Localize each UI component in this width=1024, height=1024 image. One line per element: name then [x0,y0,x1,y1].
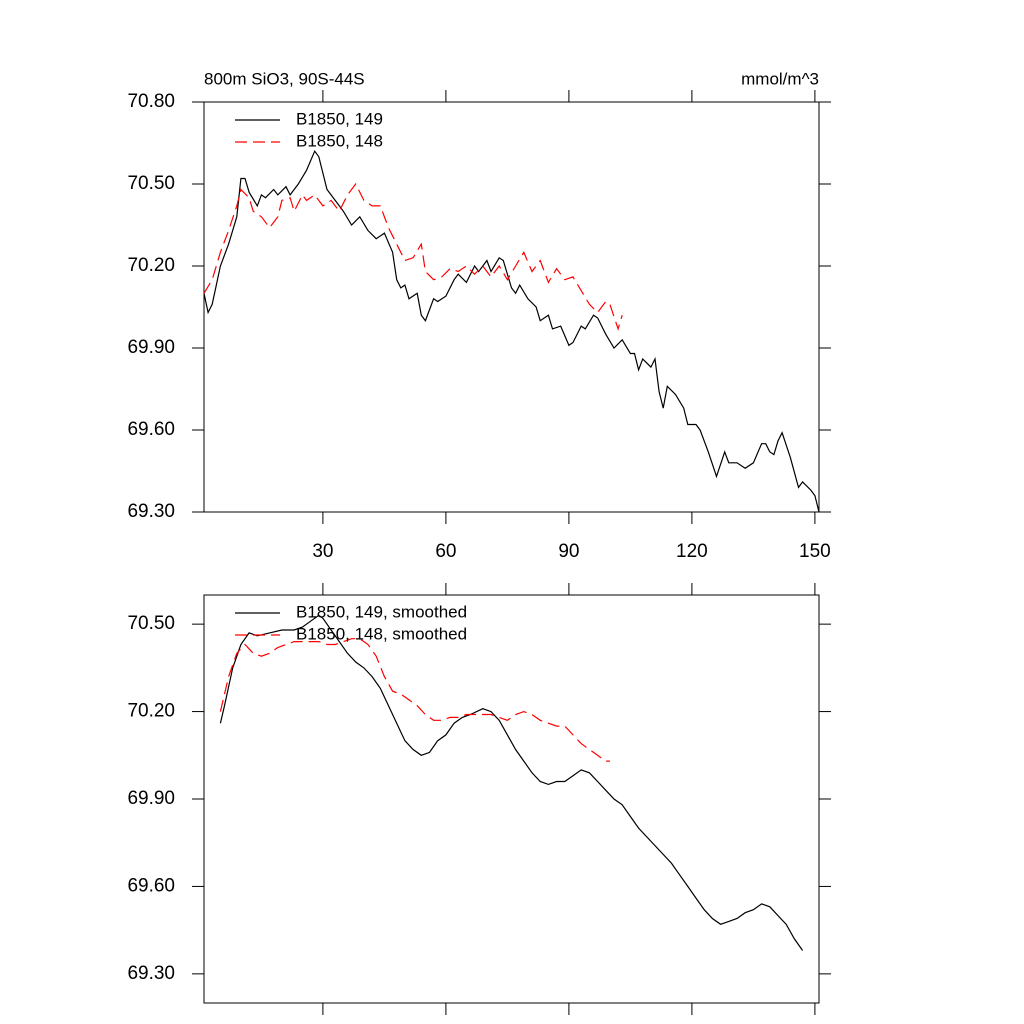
y-tick-label: 69.30 [127,963,175,984]
series-line [203,182,623,331]
series-line [219,638,610,762]
y-tick-label: 70.50 [127,173,175,194]
series-line [203,150,820,513]
y-tick-label: 69.60 [127,875,175,896]
legend-label: B1850, 148 [296,131,383,150]
y-tick-label: 70.50 [127,613,175,634]
x-tick-label: 60 [435,541,456,562]
y-tick-label: 70.80 [127,91,175,112]
y-tick-label: 70.20 [127,701,175,722]
x-tick-label: 120 [676,541,708,562]
legend-label: B1850, 149, smoothed [296,602,467,621]
y-tick-label: 69.60 [127,419,175,440]
y-tick-label: 69.90 [127,788,175,809]
x-tick-label: 150 [799,541,831,562]
y-tick-label: 69.30 [127,501,175,522]
y-tick-label: 69.90 [127,337,175,358]
x-tick-label: 90 [558,541,579,562]
units-label: mmol/m^3 [741,69,819,88]
plot-frame [203,101,820,513]
y-tick-label: 70.20 [127,255,175,276]
plot-frame [203,594,820,1004]
x-tick-label: 30 [312,541,333,562]
legend-label: B1850, 149 [296,109,383,128]
legend-label: B1850, 148, smoothed [296,624,467,643]
chart-title: 800m SiO3, 90S-44S [204,69,365,88]
series-line [219,614,804,951]
